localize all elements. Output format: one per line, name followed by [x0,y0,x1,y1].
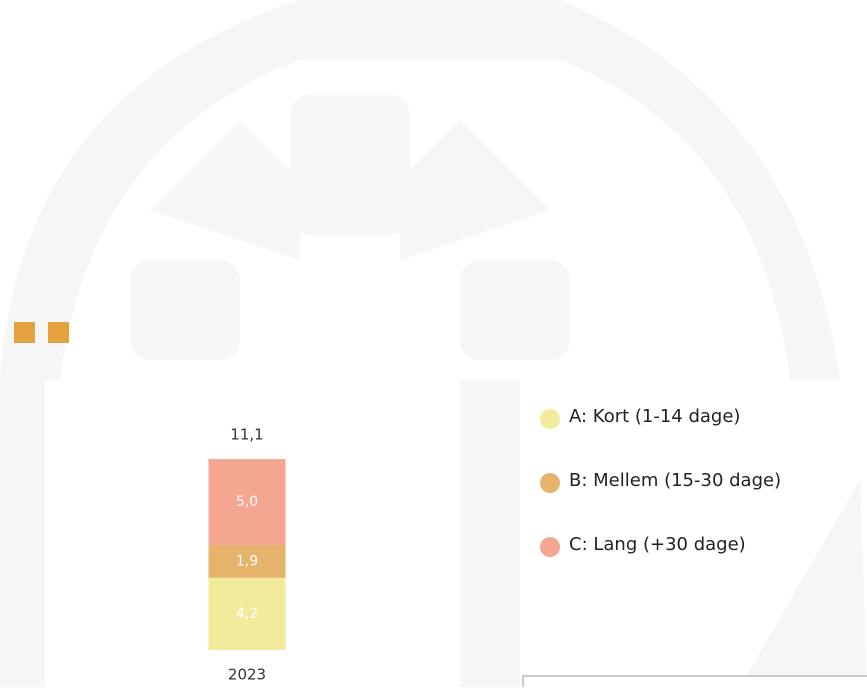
data-label: 4,2 [236,606,258,622]
legend-marker [540,409,560,429]
chart: 4,2 1,9 5,0 11,1 2023 A: Kort (1-14 dage) B: M… [0,0,867,687]
x-tick-label: 2023 [228,666,266,684]
decor-square [48,322,69,343]
background-decoration [0,0,867,687]
data-label: 5,0 [236,494,258,510]
legend-marker [540,473,560,493]
panel-edge [523,676,867,687]
data-label: 1,9 [236,553,258,569]
decor-square [14,322,35,343]
legend-label: C: Lang (+30 dage) [569,534,746,555]
legend-marker [540,537,560,557]
total-label: 11,1 [230,426,263,444]
legend-label: B: Mellem (15-30 dage) [569,470,781,491]
legend-label: A: Kort (1-14 dage) [569,406,740,427]
